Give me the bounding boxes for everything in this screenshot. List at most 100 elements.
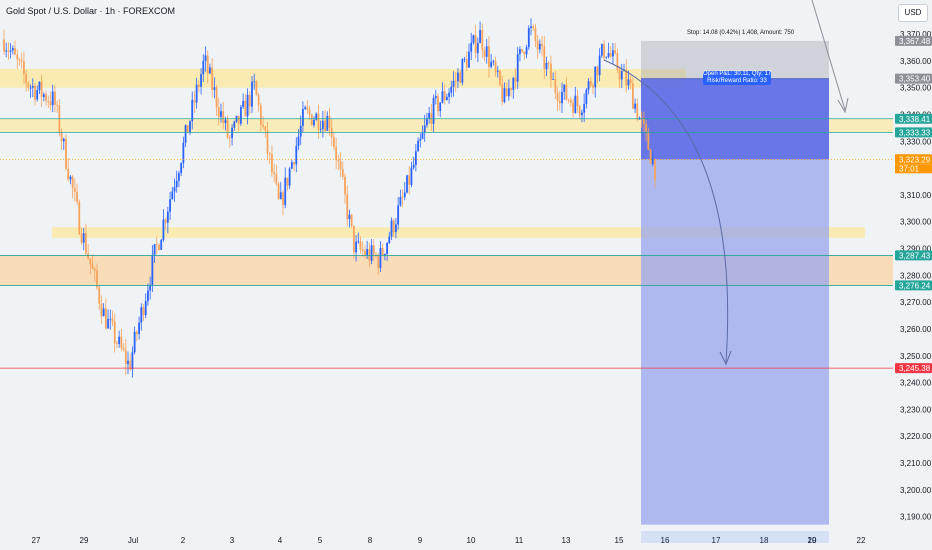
candle <box>158 244 160 250</box>
candle <box>536 40 539 50</box>
candle <box>160 239 163 250</box>
price-tick: 3,330.00 <box>900 137 932 146</box>
candle <box>315 113 318 121</box>
price-tag-bg <box>895 363 932 374</box>
candle <box>576 95 579 107</box>
candle <box>42 94 45 97</box>
candle <box>279 192 282 199</box>
candle <box>612 50 614 57</box>
candle <box>251 81 253 107</box>
candle <box>288 168 291 186</box>
candle <box>20 60 23 62</box>
candle <box>38 81 41 91</box>
candle <box>392 220 395 233</box>
time-tick: 13 <box>562 536 571 545</box>
candle <box>379 248 382 268</box>
candle <box>554 79 557 93</box>
candle <box>56 104 59 106</box>
candle <box>618 70 621 80</box>
candle <box>222 111 225 123</box>
price-tag-label: 3,367.48 <box>899 37 931 46</box>
price-tag: 3,338.41 <box>895 113 932 124</box>
candle <box>443 91 446 100</box>
candle <box>434 96 437 98</box>
time-axis[interactable]: 27 29 Jul 2 3 4 5 8 9 10 11 13 15 16 17 18 19 22 20 <box>0 531 932 550</box>
candle <box>470 42 473 52</box>
candle <box>341 169 344 177</box>
candle <box>525 47 528 55</box>
candle <box>545 62 548 70</box>
price-tick: 3,310.00 <box>900 191 932 200</box>
candle <box>483 50 486 57</box>
candle <box>631 83 634 109</box>
price-tag-label: 3,245.38 <box>899 364 931 373</box>
candle <box>71 176 74 189</box>
candle <box>512 78 515 90</box>
price-tag: 3,276.24 <box>895 280 932 291</box>
candle <box>614 50 617 54</box>
candle <box>34 86 36 100</box>
candle <box>476 43 479 54</box>
candle <box>445 96 448 100</box>
candle <box>355 241 357 253</box>
candle <box>437 96 439 112</box>
time-tick: 19 <box>808 536 817 545</box>
candle <box>124 349 127 365</box>
candle <box>383 254 386 256</box>
short-position-tool[interactable] <box>641 40 829 525</box>
candle <box>273 172 276 175</box>
candle <box>313 120 315 126</box>
candle <box>574 95 577 114</box>
candle <box>620 71 623 80</box>
candle <box>609 52 612 57</box>
candle <box>233 121 236 128</box>
candle <box>395 224 397 233</box>
candle <box>388 236 391 243</box>
candle <box>561 91 563 104</box>
currency-button[interactable]: USD <box>898 4 928 22</box>
candle <box>85 233 87 254</box>
candle <box>76 191 78 203</box>
time-tick: 20 <box>808 536 817 545</box>
candle <box>450 86 453 93</box>
candle <box>527 27 530 48</box>
candle <box>463 59 466 61</box>
candle <box>184 125 187 143</box>
candle <box>100 303 103 317</box>
candle <box>93 268 96 271</box>
candle <box>496 70 499 72</box>
candle <box>634 103 636 109</box>
candle <box>534 27 537 41</box>
candle <box>16 54 19 60</box>
candle <box>193 99 196 103</box>
candle <box>9 50 12 52</box>
candle <box>352 225 355 253</box>
candle <box>271 154 273 173</box>
candle <box>538 43 541 50</box>
price-tick: 3,230.00 <box>900 405 932 414</box>
candle <box>321 120 324 129</box>
candle <box>248 94 251 107</box>
trend-arrow <box>811 0 846 111</box>
candle <box>211 67 214 90</box>
projection-arrowhead <box>719 350 732 366</box>
candle <box>297 136 300 146</box>
stop-info-box: Stop: 14.08 (0.42%) 1,408, Amount: 750 <box>687 30 795 36</box>
candle <box>255 81 258 96</box>
candle <box>317 113 320 130</box>
candle <box>454 80 457 82</box>
price-axis[interactable]: 3,190.00 3,200.00 3,210.00 3,220.00 3,230.00… <box>893 0 932 550</box>
candle <box>259 105 262 125</box>
candle <box>344 176 346 195</box>
candle <box>246 94 249 117</box>
candle <box>202 61 205 75</box>
price-tag-bg <box>895 127 932 138</box>
price-tag-label: 3,276.24 <box>899 281 931 290</box>
candle <box>452 80 455 87</box>
candle <box>543 46 546 70</box>
candle <box>96 270 98 288</box>
candle <box>408 175 411 185</box>
candle <box>390 220 393 237</box>
